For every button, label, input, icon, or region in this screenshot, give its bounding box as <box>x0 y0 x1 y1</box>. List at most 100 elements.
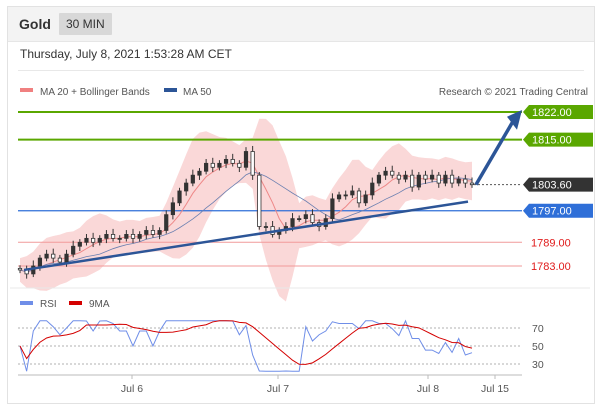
candle-body <box>343 194 348 197</box>
trendline <box>23 110 522 272</box>
candle-body <box>84 237 89 243</box>
candle-body <box>383 170 388 176</box>
level-tag-label-3: 1797.00 <box>532 206 572 218</box>
candle-body <box>77 241 82 247</box>
candle-body <box>423 174 428 180</box>
candle-body <box>177 190 182 204</box>
forecast-arrow-head <box>507 110 522 130</box>
candle-body <box>390 170 395 176</box>
bollinger-band <box>20 118 472 302</box>
candle-body <box>303 214 308 220</box>
forecast-arrow-shaft <box>474 117 517 186</box>
candle-body <box>263 226 269 228</box>
candle-body <box>164 214 169 231</box>
rsi-level-label-2: 30 <box>532 359 544 371</box>
candle-body <box>363 194 368 204</box>
candle-body <box>449 174 455 184</box>
x-tick-label-2: Jul 8 <box>417 383 439 395</box>
candle-body <box>190 174 195 184</box>
levels <box>18 111 522 267</box>
chart-datetime: Thursday, July 8, 2021 1:53:28 AM CET <box>20 47 232 61</box>
candle-body <box>350 190 355 196</box>
candle-body <box>290 218 295 227</box>
ma50-line <box>19 171 473 273</box>
level-tag-1 <box>523 132 593 147</box>
candle-body <box>104 234 109 239</box>
candle-body <box>257 174 262 227</box>
candle-body <box>430 174 435 180</box>
rsi-ma-legend-swatch <box>69 301 82 305</box>
interval-badge[interactable]: 30 MIN <box>59 13 112 35</box>
candle-body <box>44 253 49 259</box>
candle-body <box>97 237 102 243</box>
candle-body <box>144 230 149 235</box>
candle-body <box>396 174 401 180</box>
x-tick-label-0: Jul 6 <box>121 383 143 395</box>
ma50-legend-label: MA 50 <box>183 87 212 98</box>
rsi-ma-legend-label: 9MA <box>89 299 110 310</box>
candle-body <box>250 151 255 176</box>
level-label-4: 1789.00 <box>531 237 571 249</box>
candle-body <box>403 174 408 180</box>
candle-body <box>137 234 142 239</box>
candle-body <box>110 234 116 239</box>
rsi-legend-label: RSI <box>40 299 57 310</box>
rsi-legend-swatch <box>20 301 33 305</box>
candle-body <box>469 182 475 186</box>
candle-body <box>150 230 156 235</box>
candle-body <box>376 174 382 184</box>
support-trendline <box>23 200 469 272</box>
copyright-credit: Research © 2021 Trading Central <box>439 87 588 98</box>
ma50-legend-swatch <box>164 88 177 92</box>
candle-body <box>170 202 175 216</box>
candle-body <box>416 174 421 188</box>
candle-body <box>210 162 215 168</box>
x-tick-label-1: Jul 7 <box>267 383 289 395</box>
candle-body <box>57 257 62 263</box>
candle-body <box>436 174 441 184</box>
candle-body <box>410 174 415 188</box>
level-tag-2 <box>523 177 593 192</box>
level-label-5: 1783.00 <box>531 261 571 273</box>
candle-body <box>297 218 302 221</box>
level-tags: 1822.00 1815.00 1803.60 1797.00 1789.00 1783.… <box>523 105 593 273</box>
rsi-level-label-0: 70 <box>532 323 544 335</box>
x-tick-label-3: Jul 15 <box>481 383 509 395</box>
candle-body <box>370 182 375 196</box>
candle-body <box>91 237 96 243</box>
candles <box>17 145 475 279</box>
candle-body <box>217 162 222 168</box>
candle-body <box>443 174 448 184</box>
level-tag-label-1: 1815.00 <box>532 135 572 147</box>
rsi-line <box>19 319 473 372</box>
candle-body <box>130 234 136 239</box>
bollinger-legend-label: MA 20 + Bollinger Bands <box>40 87 150 98</box>
candle-body <box>184 182 189 192</box>
bollinger-legend-swatch <box>20 88 33 92</box>
candle-body <box>356 190 362 204</box>
candle-body <box>310 214 315 223</box>
candle-body <box>223 158 229 164</box>
chart-frame: Gold 30 MIN Thursday, July 8, 2021 1:53:… <box>7 6 595 404</box>
level-tag-0 <box>523 105 593 119</box>
candle-body <box>37 257 43 267</box>
level-tag-label-2: 1803.60 <box>532 180 572 192</box>
candle-body <box>51 253 56 259</box>
candle-body <box>117 237 122 240</box>
level-tag-3 <box>523 203 593 218</box>
candle-body <box>230 158 235 164</box>
level-tag-label-0: 1822.00 <box>532 107 572 119</box>
divider <box>18 70 584 71</box>
rsi-panel: 70 50 30 <box>18 319 544 372</box>
rsi-level-label-1: 50 <box>532 341 544 353</box>
instrument-title: Gold <box>19 16 51 32</box>
candle-body <box>64 253 69 263</box>
candle-body <box>197 170 202 176</box>
candle-body <box>463 178 468 184</box>
candle-body <box>456 178 461 184</box>
candle-body <box>336 194 342 200</box>
candle-body <box>243 151 249 168</box>
candle-body <box>237 162 242 168</box>
candle-body <box>124 234 129 239</box>
